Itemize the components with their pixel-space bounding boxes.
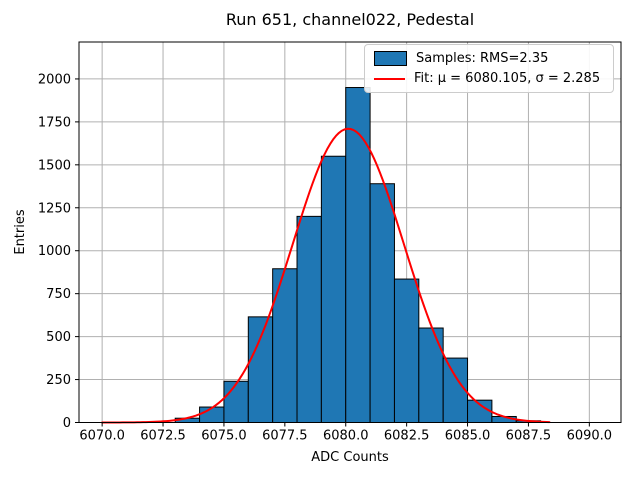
y-tick-label: 750	[46, 287, 71, 302]
chart-title: Run 651, channel022, Pedestal	[225, 10, 475, 29]
legend-patch-icon	[374, 51, 407, 66]
histogram-bar	[296, 215, 322, 423]
histogram-bar	[345, 87, 371, 423]
histogram-bar	[247, 316, 274, 423]
legend-item-label: Fit: μ = 6080.105, σ = 2.285	[414, 71, 601, 86]
x-tick-label: 6082.5	[384, 429, 430, 444]
x-tick-label: 6085.0	[445, 429, 491, 444]
x-tick-label: 6080.0	[323, 429, 369, 444]
histogram-bar	[272, 268, 298, 423]
plot-border	[78, 41, 622, 423]
histogram-bar	[369, 183, 395, 423]
x-tick-label: 6075.0	[201, 429, 247, 444]
x-axis-label: ADC Counts	[311, 450, 389, 465]
x-tick-label: 6087.5	[506, 429, 552, 444]
histogram-bar	[199, 406, 225, 423]
legend-item: Fit: μ = 6080.105, σ = 2.285	[374, 71, 604, 86]
y-tick-label: 1250	[38, 201, 71, 216]
x-tick-label: 6072.5	[140, 429, 186, 444]
y-tick-label: 1500	[38, 158, 71, 173]
x-tick-label: 6077.5	[262, 429, 308, 444]
histogram-bar	[393, 278, 420, 423]
histogram-bar	[223, 380, 249, 423]
legend-item-label: Samples: RMS=2.35	[416, 51, 549, 66]
legend-line-icon	[374, 77, 405, 80]
x-tick-label: 6070.0	[79, 429, 125, 444]
gaussian-fit-line	[101, 127, 551, 424]
y-axis-label: Entries	[13, 209, 28, 255]
y-tick-label: 250	[46, 373, 71, 388]
y-tick-label: 500	[46, 330, 71, 345]
y-tick-label: 1750	[38, 115, 71, 130]
histogram-bar	[320, 155, 347, 423]
y-tick-label: 0	[63, 416, 71, 431]
y-tick-label: 1000	[38, 244, 71, 259]
histogram-bar	[418, 327, 444, 424]
x-tick-label: 6090.0	[567, 429, 613, 444]
histogram-bar	[442, 357, 469, 424]
legend-item: Samples: RMS=2.35	[374, 51, 604, 66]
legend: Samples: RMS=2.35 Fit: μ = 6080.105, σ =…	[364, 44, 614, 93]
y-tick-label: 2000	[38, 72, 71, 87]
